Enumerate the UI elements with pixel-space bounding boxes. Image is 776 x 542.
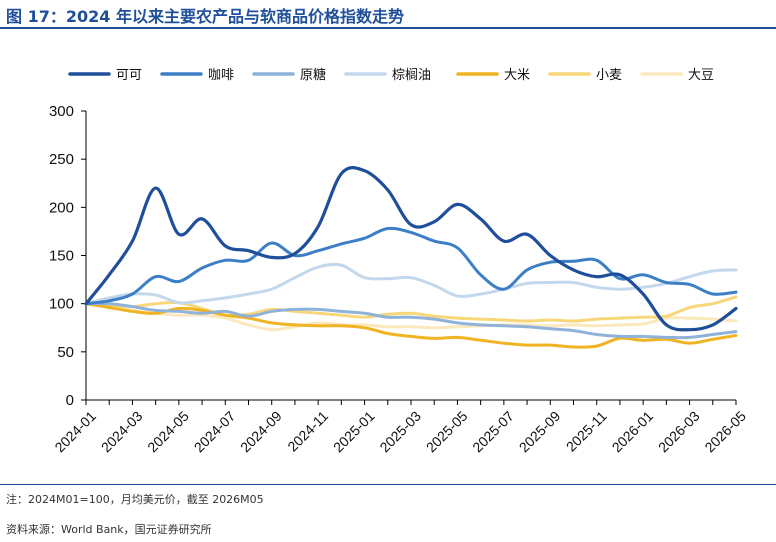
series-line-6	[84, 302, 738, 332]
series-line-2	[84, 301, 738, 340]
x-tick-label: 2024-01	[51, 408, 99, 456]
legend: 可可 咖啡 原糖 棕榈油 大米 小麦 大豆	[68, 67, 714, 83]
y-tick-label: 0	[66, 392, 74, 409]
x-tick-label: 2024-11	[284, 408, 331, 455]
x-tick-label: 2025-07	[469, 408, 517, 456]
x-tick-label: 2026-05	[701, 408, 749, 456]
line-chart: 可可 咖啡 原糖 棕榈油 大米 小麦 大豆 0 50 100 150 200 250 300 2024-0…	[49, 67, 749, 456]
legend-label: 咖啡	[208, 68, 234, 83]
legend-label: 大米	[504, 68, 530, 83]
y-tick-label: 50	[57, 344, 74, 361]
x-tick-label: 2025-01	[330, 408, 378, 456]
y-tick-label: 100	[49, 296, 74, 313]
legend-label: 小麦	[596, 68, 622, 83]
chart-note: 注：2024M01=100，月均美元价，截至 2026M05	[6, 493, 264, 506]
x-tick-label: 2024-09	[237, 408, 285, 456]
legend-label: 棕榈油	[392, 68, 431, 83]
series-line-0	[84, 166, 738, 332]
series-line-4	[84, 302, 738, 349]
y-tick-label: 300	[49, 103, 74, 120]
series-lines	[84, 166, 738, 349]
legend-label: 大豆	[688, 68, 714, 83]
chart-source: 资料来源：World Bank，国元证券研究所	[6, 523, 212, 536]
x-tick-label: 2024-03	[98, 408, 146, 456]
chart-title: 图 17：2024 年以来主要农产品与软商品价格指数走势	[6, 7, 404, 26]
legend-label: 原糖	[300, 67, 326, 83]
x-tick-label: 2025-05	[423, 408, 471, 456]
y-tick-label: 200	[49, 199, 74, 216]
footer-divider	[0, 484, 776, 485]
x-tick-label: 2025-09	[516, 408, 564, 456]
x-tick-label: 2025-03	[376, 408, 424, 456]
series-line-5	[84, 295, 738, 323]
series-line-1	[84, 226, 738, 306]
y-tick-label: 250	[49, 151, 74, 168]
series-line-3	[84, 262, 738, 306]
x-tick-label: 2024-07	[191, 408, 239, 456]
x-tick-label: 2025-11	[563, 408, 610, 455]
legend-label: 可可	[116, 68, 142, 83]
x-tick-label: 2026-01	[609, 408, 657, 456]
title-divider	[0, 27, 776, 29]
y-tick-label: 150	[49, 248, 74, 265]
x-tick-label: 2026-03	[655, 408, 703, 456]
x-tick-label: 2024-05	[144, 408, 192, 456]
